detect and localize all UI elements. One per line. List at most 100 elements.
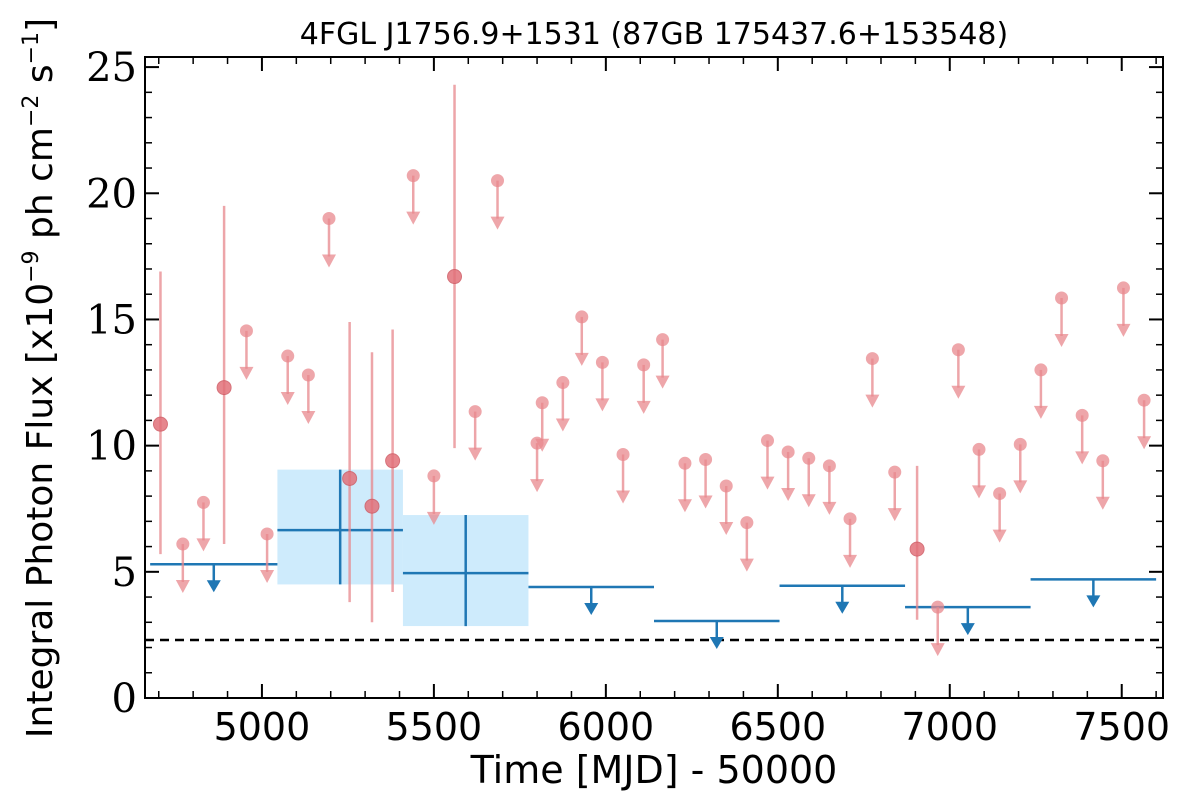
short-bin-detection-point <box>385 453 401 469</box>
short-bin-upper-limit-point <box>301 368 315 382</box>
short-bin-upper-limit-point <box>678 456 692 470</box>
short-bin-upper-limit-point <box>865 352 879 366</box>
long-bin-upper-limit-arrow <box>835 601 850 614</box>
short-bin-upper-limit-arrow <box>260 569 275 583</box>
short-bin-upper-limit-point <box>427 469 441 483</box>
short-bin-upper-limit-point <box>972 442 986 456</box>
short-bin-upper-limit-arrow <box>930 643 945 657</box>
short-bin-upper-limit-arrow <box>1116 323 1131 337</box>
short-bin-upper-limit-point <box>575 310 589 324</box>
short-bin-detection-point <box>152 416 168 432</box>
short-bin-upper-limit-point <box>616 447 630 461</box>
short-bin-upper-limit-arrow <box>865 394 880 408</box>
short-bin-upper-limit-point <box>1096 454 1110 468</box>
x-tick-label: 6000 <box>557 705 654 749</box>
short-bin-upper-limit-point <box>1116 281 1130 295</box>
short-bin-upper-limit-arrow <box>781 487 796 501</box>
short-bin-upper-limit-arrow <box>574 352 589 366</box>
short-bin-upper-limit-arrow <box>698 495 713 509</box>
y-tick-label: 5 <box>112 550 137 596</box>
long-bin-upper-limit-arrow <box>1086 595 1101 608</box>
short-bin-upper-limit-arrow <box>595 398 610 412</box>
short-bin-upper-limit-point <box>1137 393 1151 407</box>
short-bin-upper-limit-arrow <box>175 580 190 594</box>
short-bin-upper-limit-arrow <box>951 385 966 399</box>
short-bin-upper-limit-point <box>781 445 795 459</box>
short-bin-detection-point <box>364 498 380 514</box>
short-bin-upper-limit-point <box>931 600 945 614</box>
long-bin-layer <box>150 469 1157 650</box>
short-bin-upper-limit-point <box>740 516 754 530</box>
x-tick-label: 5500 <box>386 705 483 749</box>
x-tick-label: 7500 <box>1073 705 1170 749</box>
short-bin-layer <box>152 84 1152 657</box>
short-bin-upper-limit-point <box>719 479 733 493</box>
short-bin-upper-limit-arrow <box>239 366 254 380</box>
short-bin-upper-limit-arrow <box>1033 405 1048 419</box>
short-bin-upper-limit-arrow <box>992 529 1007 543</box>
short-bin-upper-limit-point <box>595 355 609 369</box>
short-bin-upper-limit-arrow <box>887 508 902 522</box>
short-bin-upper-limit-arrow <box>739 558 754 572</box>
y-tick-label: 20 <box>86 171 137 217</box>
short-bin-upper-limit-arrow <box>321 254 336 268</box>
y-tick-label: 10 <box>86 424 137 470</box>
short-bin-upper-limit-point <box>491 174 505 188</box>
short-bin-upper-limit-point <box>822 459 836 473</box>
short-bin-upper-limit-arrow <box>760 476 775 490</box>
short-bin-upper-limit-point <box>951 343 965 357</box>
short-bin-upper-limit-point <box>802 451 816 465</box>
short-bin-upper-limit-arrow <box>555 418 570 432</box>
short-bin-upper-limit-point <box>1013 437 1027 451</box>
short-bin-upper-limit-arrow <box>1095 496 1110 510</box>
short-bin-upper-limit-point <box>406 169 420 183</box>
short-bin-upper-limit-point <box>888 465 902 479</box>
short-bin-detection-point <box>909 541 925 557</box>
short-bin-upper-limit-arrow <box>972 485 987 499</box>
long-bin-upper-limit-arrow <box>960 623 975 636</box>
short-bin-upper-limit-point <box>1034 363 1048 377</box>
long-bin-upper-limit-arrow <box>709 637 724 650</box>
short-bin-upper-limit-arrow <box>406 211 421 225</box>
short-bin-upper-limit-arrow <box>1075 451 1090 465</box>
y-axis-label-exp-cm: −2 <box>19 95 44 127</box>
short-bin-upper-limit-arrow <box>490 216 505 230</box>
short-bin-upper-limit-point <box>322 212 336 226</box>
short-bin-upper-limit-point <box>993 487 1007 501</box>
short-bin-upper-limit-arrow <box>822 501 837 515</box>
short-bin-upper-limit-arrow <box>535 438 550 452</box>
short-bin-upper-limit-arrow <box>677 499 692 513</box>
short-bin-upper-limit-point <box>260 527 274 541</box>
x-tick-label: 6500 <box>729 705 826 749</box>
short-bin-upper-limit-point <box>239 324 253 338</box>
long-bin-upper-limit-arrow <box>206 580 221 593</box>
x-axis-label: Time [MJD] - 50000 <box>470 748 838 792</box>
y-axis-label-end: ] <box>20 18 61 32</box>
y-axis-label-main: Integral Photon Flux [x10 <box>20 283 61 738</box>
short-bin-upper-limit-arrow <box>843 554 858 568</box>
short-bin-upper-limit-arrow <box>468 447 483 461</box>
short-bin-upper-limit-point <box>196 495 210 509</box>
short-bin-upper-limit-arrow <box>1013 480 1028 494</box>
x-tick-label: 5000 <box>214 705 311 749</box>
short-bin-upper-limit-arrow <box>530 479 545 493</box>
y-axis-label-ph-cm: ph cm <box>20 127 61 250</box>
short-bin-upper-limit-arrow <box>1137 436 1152 450</box>
y-axis-label-exp-flux: −9 <box>19 250 44 282</box>
axis-ticks <box>145 57 1163 699</box>
short-bin-upper-limit-point <box>176 537 190 551</box>
short-bin-detection-point <box>447 269 463 285</box>
chart-title: 4FGL J1756.9+1531 (87GB 175437.6+153548) <box>300 17 1008 52</box>
y-tick-label: 15 <box>86 297 137 343</box>
short-bin-upper-limit-arrow <box>616 490 631 504</box>
short-bin-upper-limit-point <box>637 358 651 372</box>
y-axis-label-exp-s: −1 <box>19 32 44 64</box>
short-bin-upper-limit-arrow <box>636 400 651 414</box>
short-bin-upper-limit-point <box>281 349 295 363</box>
short-bin-upper-limit-point <box>1055 291 1069 305</box>
x-tick-label: 7000 <box>901 705 998 749</box>
short-bin-upper-limit-arrow <box>280 392 295 406</box>
short-bin-upper-limit-point <box>656 333 670 347</box>
y-axis-label: Integral Photon Flux [x10−9 ph cm−2 s−1] <box>19 18 61 738</box>
short-bin-detection-point <box>216 380 232 396</box>
